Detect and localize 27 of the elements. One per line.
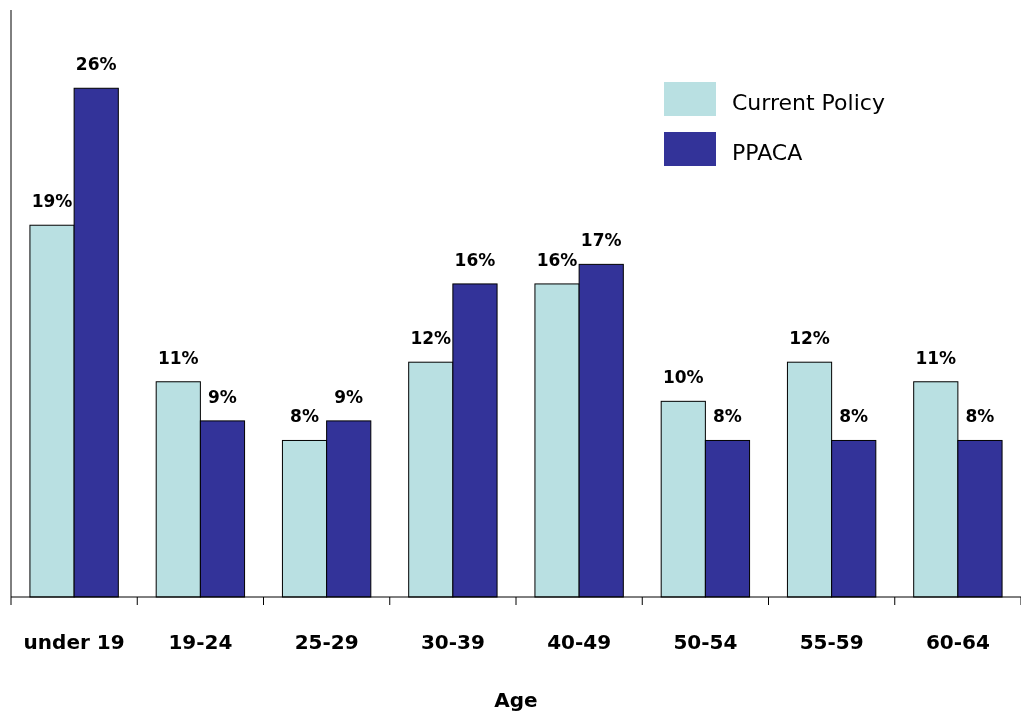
data-label: 16% [454,249,496,270]
x-tick-label: 55-59 [799,630,864,654]
x-tick-label: 19-24 [168,630,233,654]
x-tick-label: 50-54 [673,630,738,654]
x-tick-label: 25-29 [294,630,359,654]
data-label: 12% [789,328,830,349]
legend-label: PPACA [732,140,803,165]
data-label: 8% [839,406,869,427]
data-label: 9% [334,386,364,407]
x-tick-label: 40-49 [547,630,612,654]
x-tick-label: 30-39 [420,630,485,654]
data-label: 12% [410,328,452,349]
data-label: 19% [31,191,73,212]
data-label: 26% [75,54,117,75]
data-label: 11% [157,347,199,368]
data-label: 17% [580,230,622,251]
x-axis-title: Age [494,688,538,712]
data-label: 8% [713,406,742,427]
data-label: 16% [536,249,578,270]
data-label: 10% [662,367,704,388]
x-tick-label: under 19 [23,630,125,654]
data-label: 8% [965,406,995,427]
data-label: 8% [290,406,319,427]
data-label: 9% [208,386,237,407]
data-label: 11% [915,347,957,368]
legend-label: Current Policy [732,90,885,115]
x-tick-label: 60-64 [925,630,990,654]
